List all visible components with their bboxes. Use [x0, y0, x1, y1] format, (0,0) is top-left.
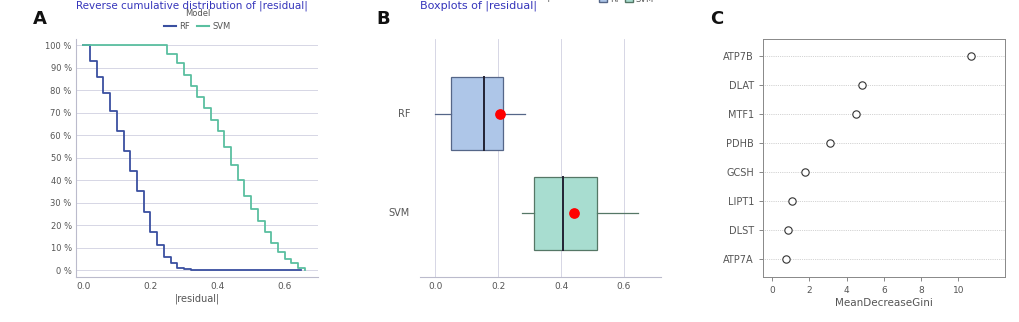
Bar: [450, 77, 502, 150]
Text: SVM: SVM: [388, 208, 410, 218]
Point: [847, 112, 863, 117]
Text: C: C: [709, 10, 722, 28]
Point: [783, 199, 799, 204]
Point: [821, 141, 838, 146]
Point: [491, 111, 507, 116]
Point: [780, 228, 796, 233]
Text: RF: RF: [397, 109, 410, 118]
Text: Red dot stands for root mean square of residuals: Red dot stands for root mean square of r…: [420, 0, 616, 2]
Point: [962, 53, 978, 59]
Point: [796, 170, 812, 175]
Text: Reverse cumulative distribution of |residual|: Reverse cumulative distribution of |resi…: [76, 0, 308, 11]
Text: Boxplots of |residual|: Boxplots of |residual|: [420, 0, 536, 11]
Bar: [534, 177, 596, 250]
Point: [777, 257, 794, 262]
Point: [565, 211, 581, 216]
Text: B: B: [376, 10, 389, 28]
Legend: RF, SVM: RF, SVM: [160, 6, 234, 35]
Legend: RF, SVM: RF, SVM: [595, 0, 656, 7]
X-axis label: |residual|: |residual|: [174, 294, 220, 304]
Text: A: A: [33, 10, 47, 28]
Point: [854, 82, 870, 88]
X-axis label: MeanDecreaseGini: MeanDecreaseGini: [835, 298, 931, 308]
